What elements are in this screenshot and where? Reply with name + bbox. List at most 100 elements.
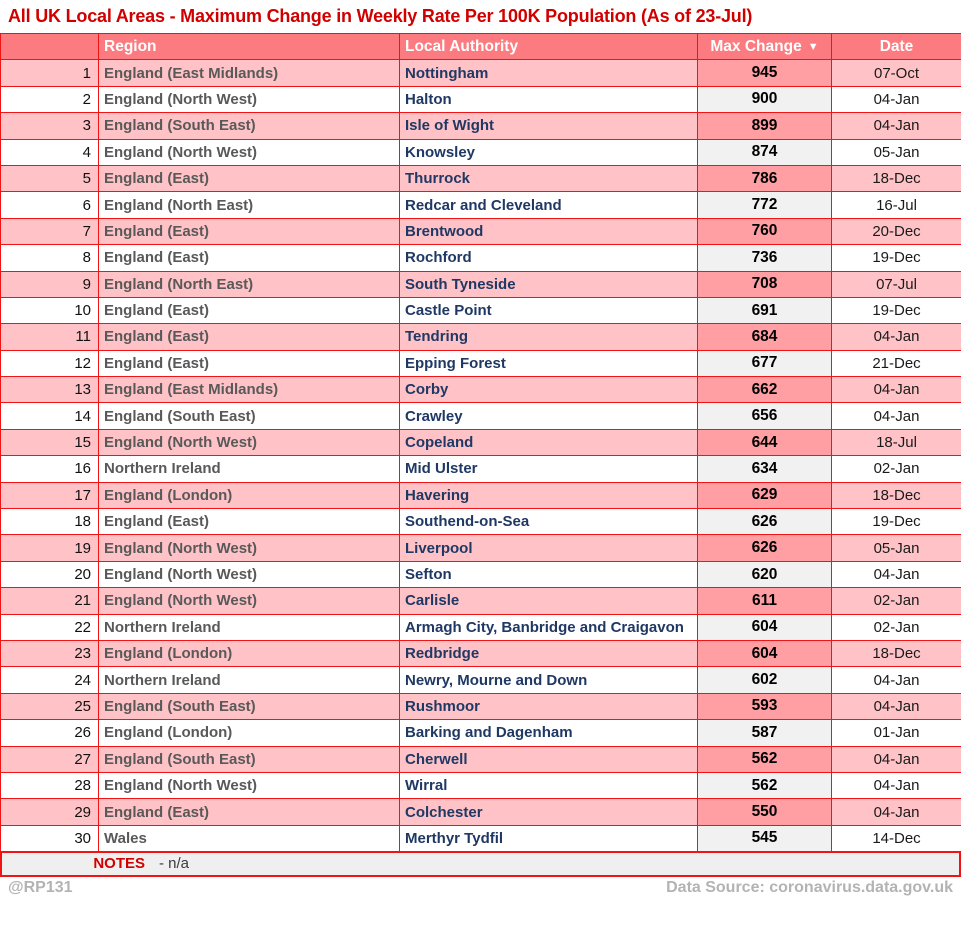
authority-cell: Rochford xyxy=(399,244,698,272)
max-cell: 593 xyxy=(697,692,832,721)
max-cell: 656 xyxy=(697,402,832,430)
region-cell: England (North West) xyxy=(98,771,400,800)
date-cell: 07-Oct xyxy=(831,59,961,87)
max-cell: 604 xyxy=(697,639,832,668)
max-cell: 620 xyxy=(697,560,832,589)
max-cell: 626 xyxy=(697,508,832,536)
authority-cell: Isle of Wight xyxy=(399,112,698,140)
max-cell: 691 xyxy=(697,296,832,325)
region-cell: England (East) xyxy=(98,508,400,536)
authority-cell: Redcar and Cleveland xyxy=(399,191,698,219)
max-cell: 545 xyxy=(697,824,832,853)
max-cell: 626 xyxy=(697,534,832,562)
authority-cell: Corby xyxy=(399,376,698,404)
data-source: Data Source: coronavirus.data.gov.uk xyxy=(666,878,953,896)
table-row: 5 England (East) Thurrock 786 18-Dec xyxy=(0,164,961,193)
rank-cell: 23 xyxy=(0,639,99,668)
authority-cell: Merthyr Tydfil xyxy=(399,824,698,853)
region-cell: England (East) xyxy=(98,798,400,826)
rank-cell: 18 xyxy=(0,508,99,536)
date-cell: 04-Jan xyxy=(831,692,961,721)
date-cell: 02-Jan xyxy=(831,613,961,641)
sort-desc-icon: ▼ xyxy=(807,40,819,53)
table-row: 28 England (North West) Wirral 562 04-Jan xyxy=(0,771,961,800)
authority-cell: Armagh City, Banbridge and Craigavon xyxy=(399,613,698,641)
region-cell: England (North West) xyxy=(98,534,400,562)
region-cell: England (South East) xyxy=(98,692,400,721)
authority-cell: Barking and Dagenham xyxy=(399,719,698,747)
region-column-header[interactable]: Region xyxy=(98,32,400,61)
region-cell: Northern Ireland xyxy=(98,666,400,694)
rank-cell: 11 xyxy=(0,323,99,351)
authority-cell: Wirral xyxy=(399,771,698,800)
authority-cell: Thurrock xyxy=(399,164,698,193)
max-cell: 611 xyxy=(697,587,832,615)
date-cell: 14-Dec xyxy=(831,824,961,853)
region-cell: England (South East) xyxy=(98,402,400,430)
authority-cell: Brentwood xyxy=(399,217,698,246)
rank-cell: 20 xyxy=(0,560,99,589)
date-cell: 04-Jan xyxy=(831,112,961,140)
date-cell: 04-Jan xyxy=(831,376,961,404)
date-cell: 02-Jan xyxy=(831,455,961,483)
rank-cell: 3 xyxy=(0,112,99,140)
local-authority-column-header[interactable]: Local Authority xyxy=(399,32,698,61)
table-row: 12 England (East) Epping Forest 677 21-Dec xyxy=(0,349,961,378)
max-cell: 629 xyxy=(697,481,832,510)
rank-cell: 14 xyxy=(0,402,99,430)
region-cell: England (East) xyxy=(98,323,400,351)
max-cell: 899 xyxy=(697,112,832,140)
region-cell: England (East) xyxy=(98,164,400,193)
region-cell: England (East) xyxy=(98,244,400,272)
notes-text: - n/a xyxy=(159,855,190,873)
authority-cell: Halton xyxy=(399,85,698,114)
rank-cell: 13 xyxy=(0,376,99,404)
region-cell: England (South East) xyxy=(98,745,400,773)
table-row: 4 England (North West) Knowsley 874 05-Jan xyxy=(0,138,961,166)
authority-cell: Sefton xyxy=(399,560,698,589)
max-cell: 662 xyxy=(697,376,832,404)
authority-cell: Nottingham xyxy=(399,59,698,87)
max-cell: 587 xyxy=(697,719,832,747)
authority-cell: Castle Point xyxy=(399,296,698,325)
region-cell: England (East) xyxy=(98,349,400,378)
max-change-column-header[interactable]: Max Change ▼ xyxy=(697,32,832,61)
max-cell: 550 xyxy=(697,798,832,826)
table-row: 24 Northern Ireland Newry, Mourne and Down… xyxy=(0,666,961,694)
max-cell: 684 xyxy=(697,323,832,351)
rank-cell: 9 xyxy=(0,270,99,298)
table-row: 27 England (South East) Cherwell 562 04-Jan xyxy=(0,745,961,773)
rank-cell: 4 xyxy=(0,138,99,166)
max-cell: 604 xyxy=(697,613,832,641)
region-cell: England (East) xyxy=(98,296,400,325)
authority-cell: Redbridge xyxy=(399,639,698,668)
table-row: 17 England (London) Havering 629 18-Dec xyxy=(0,481,961,510)
date-cell: 18-Jul xyxy=(831,428,961,457)
date-cell: 21-Dec xyxy=(831,349,961,378)
max-cell: 900 xyxy=(697,85,832,114)
date-column-header[interactable]: Date xyxy=(831,32,961,61)
region-cell: Northern Ireland xyxy=(98,455,400,483)
region-cell: England (North East) xyxy=(98,191,400,219)
table-row: 11 England (East) Tendring 684 04-Jan xyxy=(0,323,961,351)
max-cell: 562 xyxy=(697,771,832,800)
rank-cell: 29 xyxy=(0,798,99,826)
region-cell: England (London) xyxy=(98,639,400,668)
rank-cell: 24 xyxy=(0,666,99,694)
region-cell: Northern Ireland xyxy=(98,613,400,641)
table-row: 18 England (East) Southend-on-Sea 626 19-Dec xyxy=(0,508,961,536)
rank-cell: 12 xyxy=(0,349,99,378)
date-cell: 16-Jul xyxy=(831,191,961,219)
date-cell: 04-Jan xyxy=(831,771,961,800)
date-cell: 07-Jul xyxy=(831,270,961,298)
authority-cell: Tendring xyxy=(399,323,698,351)
table-row: 20 England (North West) Sefton 620 04-Jan xyxy=(0,560,961,589)
rank-cell: 30 xyxy=(0,824,99,853)
date-cell: 04-Jan xyxy=(831,85,961,114)
rank-cell: 1 xyxy=(0,59,99,87)
max-cell: 602 xyxy=(697,666,832,694)
date-cell: 18-Dec xyxy=(831,481,961,510)
table-row: 10 England (East) Castle Point 691 19-Dec xyxy=(0,296,961,325)
region-cell: England (North West) xyxy=(98,138,400,166)
max-cell: 772 xyxy=(697,191,832,219)
